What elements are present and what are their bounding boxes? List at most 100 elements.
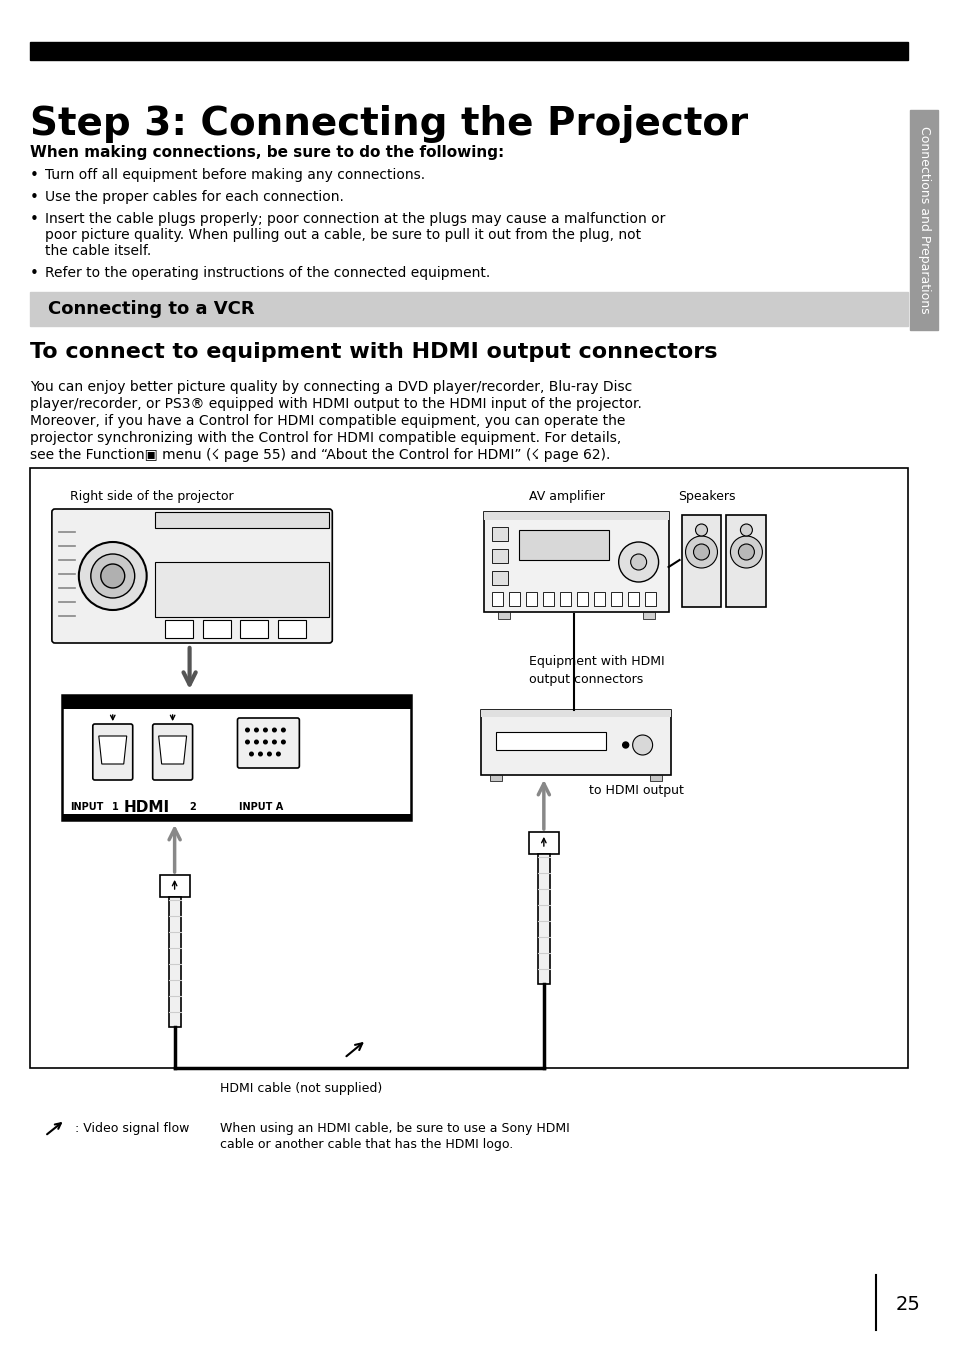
Text: Step 3: Connecting the Projector: Step 3: Connecting the Projector	[30, 105, 747, 143]
Text: cable or another cable that has the HDMI logo.: cable or another cable that has the HDMI…	[219, 1138, 513, 1151]
Bar	[480, 710, 670, 775]
Text: 2: 2	[190, 802, 196, 813]
Bar	[508, 592, 519, 606]
Text: see the Function▣ menu (☇ page 55) and “About the Control for HDMI” (☇ page 62).: see the Function▣ menu (☇ page 55) and “…	[30, 448, 610, 462]
Text: HDMI: HDMI	[124, 800, 170, 815]
Circle shape	[618, 542, 658, 581]
Circle shape	[254, 729, 258, 731]
Circle shape	[740, 525, 752, 535]
Text: projector synchronizing with the Control for HDMI compatible equipment. For deta: projector synchronizing with the Control…	[30, 431, 620, 445]
Circle shape	[738, 544, 754, 560]
Text: INPUT A: INPUT A	[239, 802, 283, 813]
Text: •: •	[30, 191, 39, 206]
Text: AV amplifier: AV amplifier	[528, 489, 604, 503]
Bar	[559, 592, 570, 606]
Bar	[680, 515, 720, 607]
Circle shape	[622, 742, 628, 748]
Circle shape	[685, 535, 717, 568]
Polygon shape	[99, 735, 127, 764]
Bar	[165, 621, 193, 638]
Bar	[154, 562, 329, 617]
Text: Use the proper cables for each connection.: Use the proper cables for each connectio…	[45, 191, 343, 204]
Text: HDMI cable (not supplied): HDMI cable (not supplied)	[219, 1082, 381, 1095]
Circle shape	[263, 740, 267, 744]
Bar	[492, 527, 507, 541]
Circle shape	[693, 544, 709, 560]
Circle shape	[254, 740, 258, 744]
Circle shape	[281, 740, 285, 744]
Bar	[496, 731, 605, 750]
Text: Moreover, if you have a Control for HDMI compatible equipment, you can operate t: Moreover, if you have a Control for HDMI…	[30, 414, 624, 429]
Text: 1: 1	[112, 802, 118, 813]
Bar	[492, 592, 502, 606]
Text: player/recorder, or PS3® equipped with HDMI output to the HDMI input of the proj: player/recorder, or PS3® equipped with H…	[30, 397, 641, 411]
Text: You can enjoy better picture quality by connecting a DVD player/recorder, Blu-ra: You can enjoy better picture quality by …	[30, 380, 632, 393]
Bar	[492, 549, 507, 562]
Bar	[62, 695, 411, 708]
Bar	[154, 512, 329, 529]
Circle shape	[268, 752, 271, 756]
Circle shape	[276, 752, 280, 756]
Text: 25: 25	[895, 1295, 920, 1314]
Text: •: •	[30, 212, 39, 227]
Text: Refer to the operating instructions of the connected equipment.: Refer to the operating instructions of t…	[45, 266, 490, 280]
Text: Connections and Preparations: Connections and Preparations	[917, 126, 929, 314]
Bar	[610, 592, 621, 606]
Text: When making connections, be sure to do the following:: When making connections, be sure to do t…	[30, 145, 503, 160]
Circle shape	[730, 535, 761, 568]
Bar	[497, 612, 510, 619]
Text: Connecting to a VCR: Connecting to a VCR	[48, 300, 254, 318]
Bar	[593, 592, 604, 606]
Text: •: •	[30, 168, 39, 183]
Circle shape	[79, 542, 147, 610]
Circle shape	[273, 740, 276, 744]
Text: Turn off all equipment before making any connections.: Turn off all equipment before making any…	[45, 168, 425, 183]
Bar	[30, 42, 907, 59]
Circle shape	[101, 564, 125, 588]
Bar	[202, 621, 231, 638]
Bar	[649, 775, 660, 781]
Bar	[30, 292, 907, 326]
Text: To connect to equipment with HDMI output connectors: To connect to equipment with HDMI output…	[30, 342, 717, 362]
FancyBboxPatch shape	[237, 718, 299, 768]
Bar	[62, 814, 411, 821]
Circle shape	[273, 729, 276, 731]
Bar	[278, 621, 306, 638]
Text: Equipment with HDMI
output connectors: Equipment with HDMI output connectors	[528, 654, 664, 685]
FancyBboxPatch shape	[92, 725, 132, 780]
Bar	[528, 831, 558, 854]
Polygon shape	[158, 735, 187, 764]
Bar	[542, 592, 554, 606]
Bar	[30, 468, 907, 1068]
Circle shape	[695, 525, 707, 535]
Bar	[577, 592, 587, 606]
Bar	[525, 592, 537, 606]
Bar	[483, 512, 668, 612]
Bar	[642, 612, 654, 619]
FancyBboxPatch shape	[152, 725, 193, 780]
Circle shape	[246, 729, 249, 731]
Bar	[169, 896, 180, 1028]
Text: Insert the cable plugs properly; poor connection at the plugs may cause a malfun: Insert the cable plugs properly; poor co…	[45, 212, 664, 226]
Circle shape	[258, 752, 262, 756]
Circle shape	[250, 752, 253, 756]
Bar	[480, 710, 670, 717]
Text: Speakers: Speakers	[678, 489, 736, 503]
Bar	[62, 695, 411, 821]
Text: the cable itself.: the cable itself.	[45, 243, 151, 258]
Circle shape	[91, 554, 134, 598]
Text: •: •	[30, 266, 39, 281]
Bar	[644, 592, 655, 606]
Bar	[518, 530, 608, 560]
Bar	[627, 592, 638, 606]
Text: Right side of the projector: Right side of the projector	[70, 489, 233, 503]
Bar	[537, 854, 549, 984]
Text: poor picture quality. When pulling out a cable, be sure to pull it out from the : poor picture quality. When pulling out a…	[45, 228, 640, 242]
Bar	[490, 775, 501, 781]
Circle shape	[281, 729, 285, 731]
Bar	[492, 571, 507, 585]
Circle shape	[246, 740, 249, 744]
Bar	[483, 512, 668, 521]
Circle shape	[263, 729, 267, 731]
Circle shape	[632, 735, 652, 754]
